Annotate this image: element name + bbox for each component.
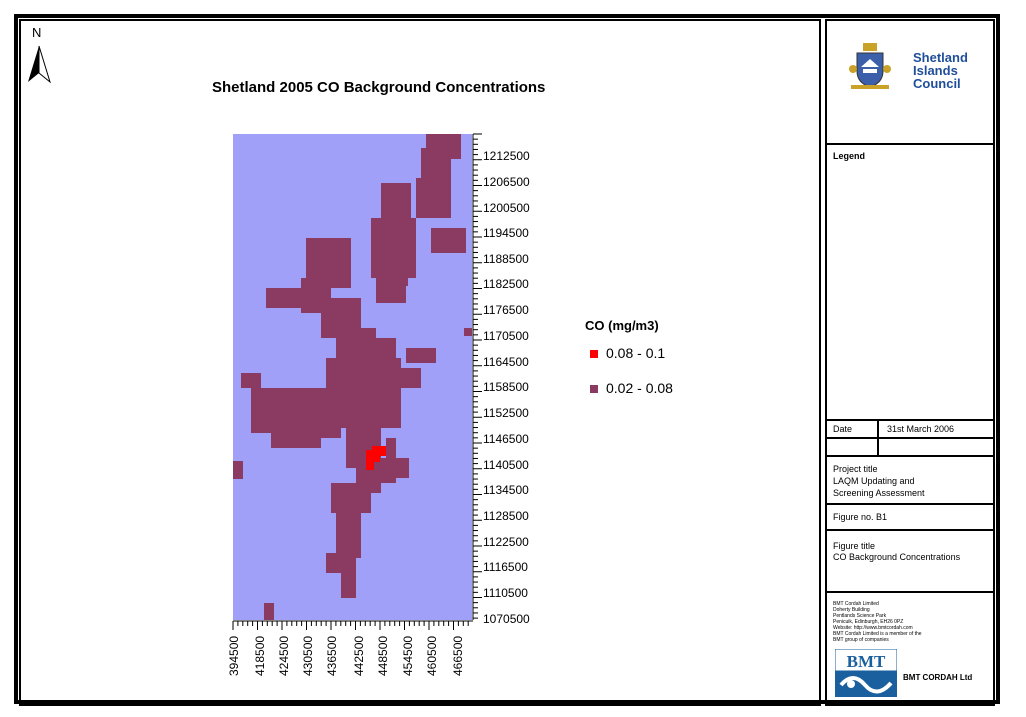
legend-heading: Legend [833,151,866,161]
legend-swatch-high [590,350,598,359]
x-tick-label: 430500 [301,635,315,676]
council-name-line: Shetland [913,50,968,65]
figure-title-label: Figure title [833,541,876,551]
x-tick-label: 424500 [277,635,291,676]
council-name: Shetland Islands Council [913,51,968,90]
y-tick-label: 1158500 [483,380,529,394]
legend-swatch-low [590,385,598,394]
company-info-line: Website: http://www.bmtcordah.com [833,625,913,631]
legend-title: CO (mg/m3) [585,318,659,333]
x-tick-label: 466500 [451,635,465,676]
figure-no: Figure no. B1 [833,512,888,522]
date-label: Date [833,424,853,434]
y-tick-label: 1146500 [483,432,529,446]
bmt-logo-icon: BMT [835,649,897,697]
company-info-line: BMT Cordah Limited is a member of the [833,631,922,637]
legend-item-high: 0.08 - 0.1 [590,345,665,361]
figure-title-block: Figure title CO Background Concentration… [833,541,960,563]
x-tick-label: 454500 [401,635,415,676]
council-name-line: Islands [913,63,958,78]
project-block: Project title LAQM Updating and Screenin… [833,463,925,499]
y-axis-ticks [473,133,482,619]
bmt-logo-text: BMT [847,652,886,671]
legend-item-label: 0.02 - 0.08 [606,380,673,396]
x-tick-label: 460500 [425,635,439,676]
company-info-line: Doherty Building [833,607,870,613]
y-tick-label: 1188500 [483,252,529,266]
y-tick-label: 1152500 [483,406,529,420]
company-info-line: Penicuik, Edinburgh, EH26 0PZ [833,619,904,625]
blank-row [827,439,993,457]
y-tick-label: 1176500 [483,303,529,317]
legend-cell: Legend [827,145,993,421]
project-title-line: Screening Assessment [833,488,925,498]
y-tick-label: 1116500 [483,560,528,574]
figure-title-value: CO Background Concentrations [833,552,961,562]
y-tick-label: 1070500 [483,612,530,626]
company-info-line: BMT Cordah Limited [833,601,879,607]
x-tick-label: 448500 [376,635,390,676]
council-crest-icon [849,43,891,89]
north-label: N [32,25,42,40]
y-tick-label: 1182500 [483,277,529,291]
project-title-line: LAQM Updating and [833,476,915,486]
legend-item-label: 0.08 - 0.1 [606,345,666,361]
land-cells [233,134,472,620]
figure-title-cell: Figure title CO Background Concentration… [827,531,993,593]
blank-divider [877,439,879,455]
map-frame [19,19,821,706]
x-axis-ticks [232,621,469,630]
y-tick-label: 1128500 [483,509,529,523]
page-frame [14,14,1000,704]
y-tick-label: 1212500 [483,149,530,163]
date-value: 31st March 2006 [887,424,955,434]
y-tick-label: 1164500 [483,355,529,369]
y-tick-label: 1170500 [483,329,529,343]
co-concentration-map [232,133,482,630]
x-tick-label: 436500 [325,635,339,676]
y-tick-label: 1200500 [483,201,530,215]
company-name: BMT CORDAH Ltd [903,673,973,682]
map-title: Shetland 2005 CO Background Concentratio… [212,79,546,96]
y-tick-label: 1206500 [483,175,530,189]
date-row: Date 31st March 2006 [827,421,993,439]
company-info-line: BMT group of companies [833,637,889,643]
hotspot-cells [366,446,386,470]
council-name-line: Council [913,76,961,91]
x-tick-label: 442500 [352,635,366,676]
project-cell: Project title LAQM Updating and Screenin… [827,457,993,505]
title-block: Shetland Islands Council Legend Date 31s… [825,19,995,706]
y-tick-label: 1122500 [483,535,529,549]
y-tick-label: 1140500 [483,458,529,472]
y-tick-label: 1110500 [483,586,528,600]
legend-item-low: 0.02 - 0.08 [590,380,673,396]
date-divider [877,421,879,437]
north-arrow-icon [28,45,51,84]
y-tick-label: 1194500 [483,226,529,240]
company-info-line: Pentlands Science Park [833,613,887,619]
y-tick-label: 1134500 [483,483,529,497]
x-tick-label: 394500 [227,635,241,676]
company-info: BMT Cordah Limited Doherty Building Pent… [833,601,922,643]
figure-no-cell: Figure no. B1 [827,505,993,531]
x-tick-label: 418500 [253,635,267,676]
org-logo-cell: Shetland Islands Council [827,21,993,145]
project-label: Project title [833,464,878,474]
